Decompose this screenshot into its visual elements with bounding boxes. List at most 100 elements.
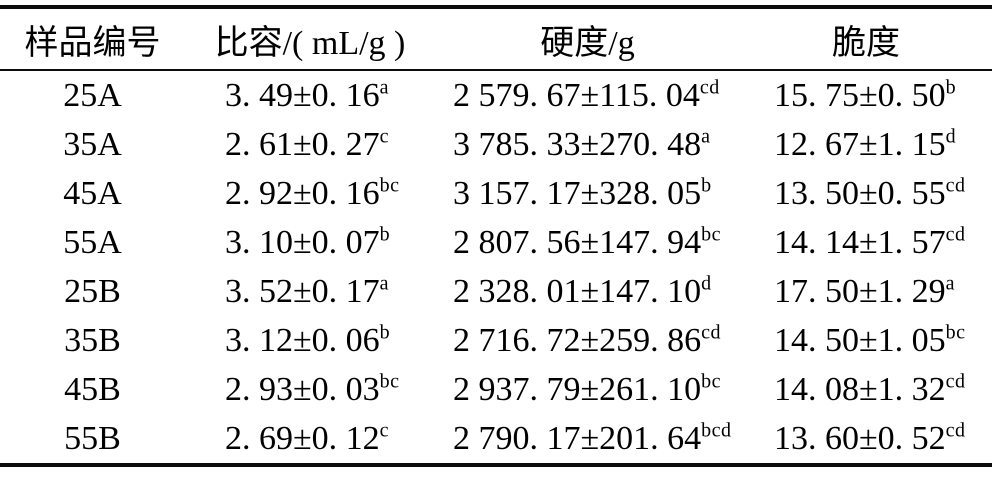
brittleness-cell: 14. 08±1. 32cd bbox=[740, 365, 992, 414]
col-header-specific-volume: 比容/( mL/g ) bbox=[185, 7, 435, 71]
sample-id: 25A bbox=[63, 76, 122, 114]
brittleness-cell: 15. 75±0. 50b bbox=[740, 70, 992, 120]
table-row: 25A 3. 49±0. 16a 2 579. 67±115. 04cd 15.… bbox=[0, 70, 992, 120]
table-row: 45A 2. 92±0. 16bc 3 157. 17±328. 05b 13.… bbox=[0, 169, 992, 218]
hardness-value: 3 157. 17±328. 05 bbox=[453, 174, 702, 212]
specific-volume-value: 2. 92±0. 16 bbox=[225, 174, 380, 212]
brittleness-value: 14. 08±1. 32 bbox=[774, 370, 946, 408]
brittleness-cell: 12. 67±1. 15d bbox=[740, 120, 992, 169]
hardness-cell: 3 157. 17±328. 05b bbox=[435, 169, 740, 218]
sample-id: 35A bbox=[63, 125, 122, 163]
brittleness-value: 14. 50±1. 05 bbox=[774, 321, 946, 359]
significance-superscript: d bbox=[945, 125, 957, 148]
hardness-cell: 2 716. 72±259. 86cd bbox=[435, 316, 740, 365]
significance-superscript: a bbox=[945, 272, 956, 295]
hardness-cell: 2 579. 67±115. 04cd bbox=[435, 70, 740, 120]
significance-superscript: bc bbox=[379, 370, 400, 393]
brittleness-value: 15. 75±0. 50 bbox=[774, 76, 946, 114]
table-row: 55A 3. 10±0. 07b 2 807. 56±147. 94bc 14.… bbox=[0, 218, 992, 267]
hardness-cell: 3 785. 33±270. 48a bbox=[435, 120, 740, 169]
specific-volume-value: 3. 49±0. 16 bbox=[225, 76, 380, 114]
significance-superscript: c bbox=[379, 419, 390, 442]
significance-superscript: a bbox=[379, 272, 390, 295]
specific-volume-cell: 3. 10±0. 07b bbox=[185, 218, 435, 267]
specific-volume-value: 3. 10±0. 07 bbox=[225, 223, 380, 261]
table-row: 25B 3. 52±0. 17a 2 328. 01±147. 10d 17. … bbox=[0, 267, 992, 316]
specific-volume-cell: 2. 61±0. 27c bbox=[185, 120, 435, 169]
significance-superscript: bc bbox=[701, 370, 722, 393]
table-header: 样品编号 比容/( mL/g ) 硬度/g 脆度 bbox=[0, 7, 992, 71]
significance-superscript: cd bbox=[945, 174, 966, 197]
significance-superscript: cd bbox=[945, 419, 966, 442]
sample-id-cell: 45B bbox=[0, 365, 185, 414]
col-header-brittleness: 脆度 bbox=[740, 7, 992, 71]
significance-superscript: cd bbox=[699, 76, 720, 99]
significance-superscript: b bbox=[379, 321, 391, 344]
specific-volume-cell: 2. 92±0. 16bc bbox=[185, 169, 435, 218]
brittleness-value: 17. 50±1. 29 bbox=[774, 272, 946, 310]
table-row: 55B 2. 69±0. 12c 2 790. 17±201. 64bcd 13… bbox=[0, 414, 992, 465]
table-row: 35B 3. 12±0. 06b 2 716. 72±259. 86cd 14.… bbox=[0, 316, 992, 365]
specific-volume-value: 3. 12±0. 06 bbox=[225, 321, 380, 359]
col-header-sample-id: 样品编号 bbox=[0, 7, 185, 71]
significance-superscript: bcd bbox=[701, 419, 732, 442]
sample-id-cell: 35A bbox=[0, 120, 185, 169]
hardness-value: 2 807. 56±147. 94 bbox=[453, 223, 702, 261]
table-row: 35A 2. 61±0. 27c 3 785. 33±270. 48a 12. … bbox=[0, 120, 992, 169]
specific-volume-cell: 3. 12±0. 06b bbox=[185, 316, 435, 365]
significance-superscript: cd bbox=[945, 223, 966, 246]
table-row: 45B 2. 93±0. 03bc 2 937. 79±261. 10bc 14… bbox=[0, 365, 992, 414]
hardness-cell: 2 790. 17±201. 64bcd bbox=[435, 414, 740, 465]
sample-id-cell: 35B bbox=[0, 316, 185, 365]
significance-superscript: bc bbox=[701, 223, 722, 246]
hardness-cell: 2 328. 01±147. 10d bbox=[435, 267, 740, 316]
brittleness-cell: 13. 60±0. 52cd bbox=[740, 414, 992, 465]
hardness-value: 2 716. 72±259. 86 bbox=[453, 321, 702, 359]
specific-volume-cell: 2. 93±0. 03bc bbox=[185, 365, 435, 414]
significance-superscript: a bbox=[701, 125, 711, 148]
specific-volume-value: 2. 61±0. 27 bbox=[225, 125, 380, 163]
paper-table-figure: 样品编号 比容/( mL/g ) 硬度/g 脆度 25A 3. 49±0. 16… bbox=[0, 5, 992, 478]
significance-superscript: d bbox=[701, 272, 712, 295]
brittleness-cell: 17. 50±1. 29a bbox=[740, 267, 992, 316]
hardness-value: 2 328. 01±147. 10 bbox=[453, 272, 702, 310]
hardness-value: 2 579. 67±115. 04 bbox=[453, 76, 700, 114]
sample-id: 25B bbox=[64, 272, 121, 310]
significance-superscript: bc bbox=[379, 174, 400, 197]
significance-superscript: b bbox=[379, 223, 391, 246]
brittleness-value: 14. 14±1. 57 bbox=[774, 223, 946, 261]
sample-id: 35B bbox=[64, 321, 121, 359]
sample-id: 45A bbox=[63, 174, 122, 212]
significance-superscript: b bbox=[945, 76, 957, 99]
hardness-value: 2 790. 17±201. 64 bbox=[453, 419, 702, 457]
specific-volume-cell: 3. 52±0. 17a bbox=[185, 267, 435, 316]
brittleness-value: 12. 67±1. 15 bbox=[774, 125, 946, 163]
hardness-value: 2 937. 79±261. 10 bbox=[453, 370, 702, 408]
sample-id: 45B bbox=[64, 370, 121, 408]
significance-superscript: bc bbox=[945, 321, 966, 344]
brittleness-value: 13. 60±0. 52 bbox=[774, 419, 946, 457]
sample-id: 55A bbox=[63, 223, 122, 261]
sample-id-cell: 55A bbox=[0, 218, 185, 267]
sample-id-cell: 25B bbox=[0, 267, 185, 316]
brittleness-cell: 13. 50±0. 55cd bbox=[740, 169, 992, 218]
hardness-value: 3 785. 33±270. 48 bbox=[453, 125, 702, 163]
significance-superscript: a bbox=[379, 76, 390, 99]
sample-id-cell: 45A bbox=[0, 169, 185, 218]
hardness-cell: 2 807. 56±147. 94bc bbox=[435, 218, 740, 267]
specific-volume-value: 3. 52±0. 17 bbox=[225, 272, 380, 310]
significance-superscript: b bbox=[701, 174, 712, 197]
brittleness-cell: 14. 14±1. 57cd bbox=[740, 218, 992, 267]
brittleness-cell: 14. 50±1. 05bc bbox=[740, 316, 992, 365]
sample-id-cell: 25A bbox=[0, 70, 185, 120]
table-body: 25A 3. 49±0. 16a 2 579. 67±115. 04cd 15.… bbox=[0, 70, 992, 465]
specific-volume-value: 2. 93±0. 03 bbox=[225, 370, 380, 408]
significance-superscript: c bbox=[379, 125, 390, 148]
specific-volume-cell: 2. 69±0. 12c bbox=[185, 414, 435, 465]
specific-volume-cell: 3. 49±0. 16a bbox=[185, 70, 435, 120]
specific-volume-value: 2. 69±0. 12 bbox=[225, 419, 380, 457]
col-header-hardness: 硬度/g bbox=[435, 7, 740, 71]
significance-superscript: cd bbox=[701, 321, 722, 344]
hardness-cell: 2 937. 79±261. 10bc bbox=[435, 365, 740, 414]
sample-id: 55B bbox=[64, 419, 121, 457]
